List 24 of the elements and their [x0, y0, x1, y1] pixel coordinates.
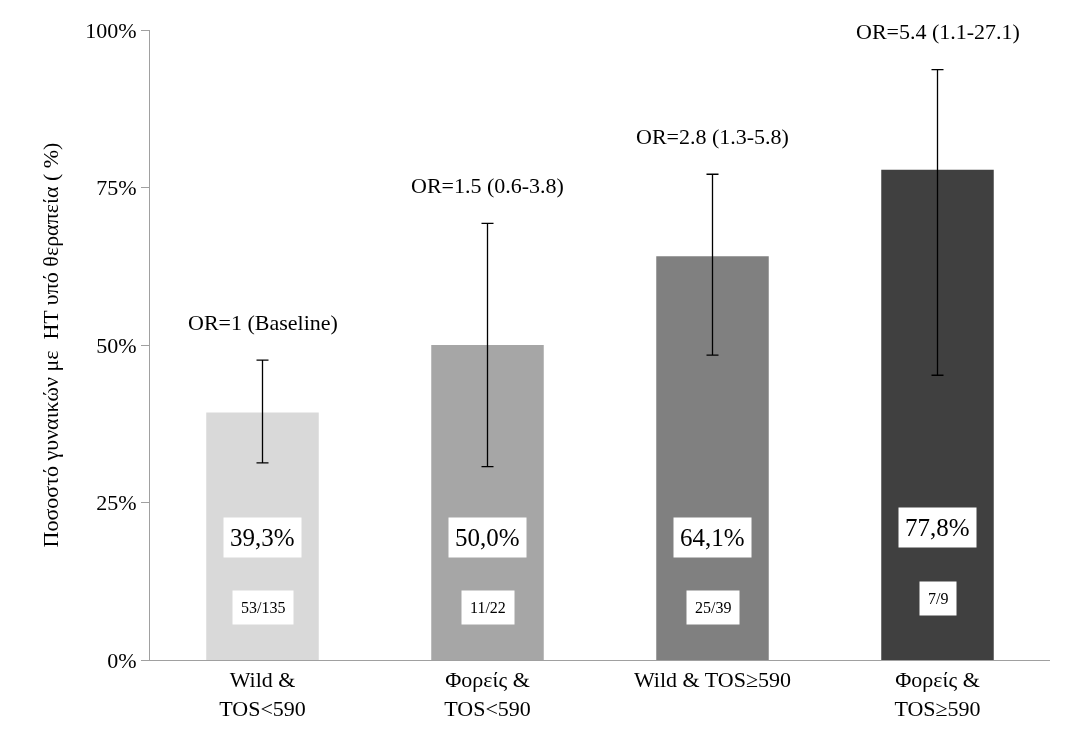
x-tick-label: Φορείς & TOS<590	[444, 667, 531, 721]
data-label: 50,0%	[455, 524, 520, 551]
annotation: OR=1.5 (0.6-3.8)	[411, 173, 564, 198]
data-label: 77,8%	[905, 514, 970, 541]
annotation: 25/39	[695, 599, 732, 616]
bar	[881, 169, 994, 660]
annotation: 11/22	[470, 599, 506, 616]
y-axis-title: Ποσοστό γυναικών με HT υπό θεραπεία ( %)	[38, 142, 64, 548]
bar	[656, 256, 769, 660]
y-tick-label: 75%	[96, 175, 137, 201]
x-tick-label: Wild & TOS<590	[219, 667, 306, 721]
x-tick-label: Wild & TOS≥590	[633, 667, 792, 693]
data-label: 39,3%	[230, 524, 295, 551]
annotation: OR=2.8 (1.3-5.8)	[636, 124, 789, 149]
annotation: OR=1 (Baseline)	[188, 310, 338, 335]
annotation: OR=5.4 (1.1-27.1)	[856, 19, 1020, 44]
data-label: 64,1%	[680, 524, 745, 551]
y-tick-label: 0%	[107, 647, 137, 673]
y-tick-label: 100%	[85, 17, 137, 43]
y-tick-label: 50%	[96, 332, 137, 358]
annotation: 53/135	[241, 599, 286, 616]
y-tick-label: 25%	[96, 490, 137, 516]
annotation: 7/9	[928, 590, 949, 607]
x-tick-label: Φορείς & TOS≥590	[894, 667, 981, 721]
